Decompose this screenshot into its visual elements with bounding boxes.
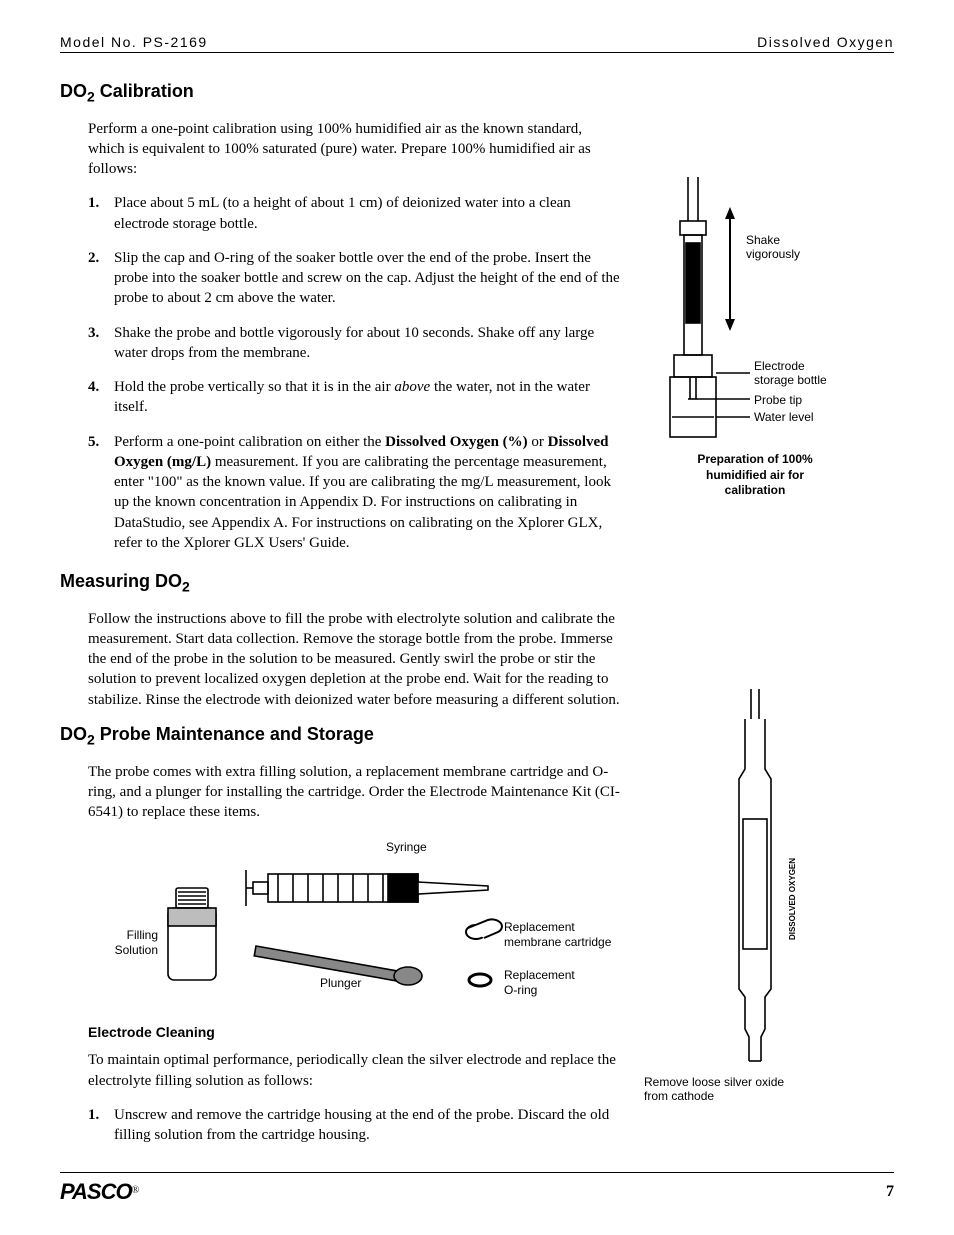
step-text: Shake the probe and bottle vigorously fo… — [114, 323, 620, 364]
fig-label-shake: Shake vigorously — [746, 233, 800, 262]
electrode-cleaning-body: To maintain optimal performance, periodi… — [88, 1050, 620, 1091]
calibration-bottle-diagram: Shake vigorously Electrode storage bottl… — [640, 177, 870, 499]
step-number: 3. — [88, 323, 114, 364]
section-title-measuring: Measuring DO2 — [60, 571, 620, 595]
calibration-steps: 1.Place about 5 mL (to a height of about… — [88, 193, 620, 553]
pasco-logo: PASCO® — [60, 1179, 139, 1205]
kit-label-syringe: Syringe — [386, 840, 427, 854]
fig-label-water: Water level — [754, 410, 814, 424]
svg-text:DISSOLVED OXYGEN: DISSOLVED OXYGEN — [788, 858, 795, 940]
step-item: 4.Hold the probe vertically so that it i… — [88, 377, 620, 418]
section-title-calibration: DO2 Calibration — [60, 81, 620, 105]
step-text: Place about 5 mL (to a height of about 1… — [114, 193, 620, 234]
section-title-maintenance: DO2 Probe Maintenance and Storage — [60, 724, 620, 748]
calibration-intro: Perform a one-point calibration using 10… — [88, 119, 620, 180]
page-number: 7 — [886, 1183, 894, 1201]
probe-diagram-svg: DISSOLVED OXYGEN — [715, 689, 795, 1069]
step-text: Slip the cap and O-ring of the soaker bo… — [114, 248, 620, 309]
step-item: 5.Perform a one-point calibration on eit… — [88, 432, 620, 554]
header-left: Model No. PS-2169 — [60, 34, 208, 50]
electrode-cleaning-title: Electrode Cleaning — [88, 1024, 620, 1040]
probe-caption: Remove loose silver oxide from cathode — [640, 1075, 870, 1104]
maintenance-body: The probe comes with extra filling solut… — [88, 762, 620, 823]
fig-label-tip: Probe tip — [754, 393, 802, 407]
step-item: 1.Unscrew and remove the cartridge housi… — [88, 1105, 620, 1146]
fig-label-bottle: Electrode storage bottle — [754, 359, 827, 388]
step-number: 4. — [88, 377, 114, 418]
margin-figures: Shake vigorously Electrode storage bottl… — [640, 81, 870, 1163]
step-item: 2.Slip the cap and O-ring of the soaker … — [88, 248, 620, 309]
page-header: Model No. PS-2169 Dissolved Oxygen — [60, 34, 894, 53]
kit-diagram: Syringe FillingSolution Plunger Replacem… — [88, 836, 620, 1006]
kit-label-filling: FillingSolution — [98, 928, 158, 957]
step-item: 3.Shake the probe and bottle vigorously … — [88, 323, 620, 364]
kit-label-plunger: Plunger — [320, 976, 361, 990]
step-number: 2. — [88, 248, 114, 309]
measuring-body: Follow the instructions above to fill th… — [88, 609, 620, 710]
body-column: DO2 Calibration Perform a one-point cali… — [60, 81, 620, 1163]
cleaning-steps: 1.Unscrew and remove the cartridge housi… — [88, 1105, 620, 1146]
page-footer: PASCO® 7 — [60, 1172, 894, 1205]
step-number: 5. — [88, 432, 114, 554]
header-right: Dissolved Oxygen — [757, 34, 894, 50]
probe-diagram: DISSOLVED OXYGEN Remove loose silver oxi… — [640, 689, 870, 1104]
step-number: 1. — [88, 193, 114, 234]
step-text: Unscrew and remove the cartridge housing… — [114, 1105, 620, 1146]
step-text: Hold the probe vertically so that it is … — [114, 377, 620, 418]
step-item: 1.Place about 5 mL (to a height of about… — [88, 193, 620, 234]
kit-label-cartridge: Replacementmembrane cartridge — [504, 920, 611, 949]
kit-label-oring: ReplacementO-ring — [504, 968, 575, 997]
step-number: 1. — [88, 1105, 114, 1146]
step-text: Perform a one-point calibration on eithe… — [114, 432, 620, 554]
